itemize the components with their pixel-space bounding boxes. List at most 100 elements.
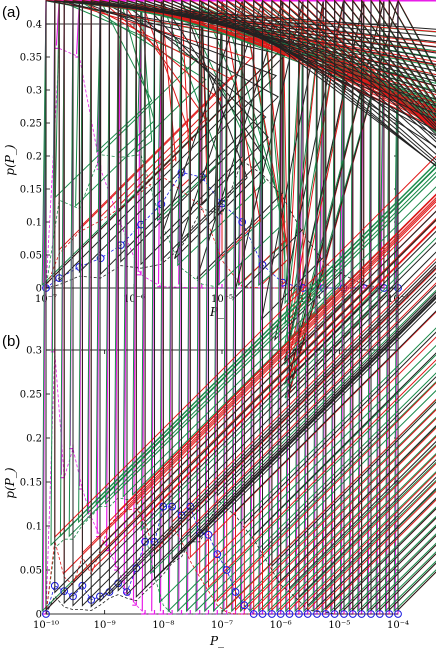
panel-b-triangle-up-point bbox=[243, 0, 436, 526]
panel-b-triangle-down-point bbox=[330, 0, 436, 613]
panel-b-triangle-up-point bbox=[370, 0, 436, 612]
panel-a-triangle-up-point bbox=[260, 0, 324, 321]
panel-b-circle-point bbox=[285, 610, 294, 618]
panel-b-circle-point bbox=[313, 610, 321, 618]
panel-a-triangle-down-point bbox=[284, 0, 344, 345]
panel-a-triangle-up-point bbox=[78, 0, 278, 274]
panel-b-series-triangle-up-line bbox=[45, 498, 398, 615]
panel-b-triangle-down-point bbox=[312, 0, 436, 613]
panel-a-triangle-down-point bbox=[284, 0, 324, 325]
panel-b-triangle-up-point bbox=[189, 0, 436, 540]
panel-b-triangle-up-point bbox=[397, 0, 436, 612]
panel-b-triangle-down-point bbox=[294, 0, 436, 613]
panel-b-triangle-up-point bbox=[298, 0, 436, 599]
panel-b-ytick-label: 0.3 bbox=[26, 346, 42, 357]
panel-b-triangle-up-point bbox=[388, 0, 436, 612]
panel-b-triangle-up-point bbox=[117, 0, 436, 592]
panel-b-xtick-label: 10⁻⁴ bbox=[387, 620, 409, 631]
panel-b-series-triangle-up bbox=[45, 0, 436, 615]
panel-b-triangle-up-point bbox=[343, 0, 436, 612]
panel-a-ytick-label: 0.35 bbox=[20, 53, 42, 64]
panel-a-ytick-label: 0.4 bbox=[26, 20, 42, 31]
panel-a-triangle-up-point bbox=[201, 0, 210, 206]
panel-b-xtick-label: 10⁻⁵ bbox=[328, 620, 350, 631]
panel-b-circle-point bbox=[204, 530, 213, 539]
panel-b-circle-point bbox=[231, 588, 240, 596]
panel-b-circle-point bbox=[258, 610, 267, 618]
panel-b-circle-point bbox=[303, 610, 312, 618]
panel-a-diamond-point bbox=[58, 0, 255, 251]
panel-a-xtick-label: 10⁻⁴ bbox=[299, 294, 321, 305]
panel-a-ytick-label: 0.15 bbox=[20, 185, 42, 196]
panel-b-triangle-down-point bbox=[384, 0, 436, 613]
panel-a-series-triangle-down-line bbox=[45, 154, 398, 289]
panel-b-series-diamond-line bbox=[45, 507, 398, 615]
panel-b-triangle-up-point bbox=[226, 0, 436, 506]
panel-b-triangle-up-point bbox=[234, 0, 436, 513]
panel-b-xlabel: P_ bbox=[209, 634, 224, 648]
panel-b-ytick-label: 0.15 bbox=[20, 478, 42, 489]
panel-b-xtick-label: 10⁻⁷ bbox=[211, 620, 233, 631]
panel-b-circle-point bbox=[276, 610, 285, 618]
panel-b-triangle-up-point bbox=[288, 0, 436, 590]
panel-a-triangle-down-point bbox=[177, 0, 266, 267]
panel-a-triangle-up-point bbox=[120, 0, 267, 263]
panel-b-circle-point bbox=[222, 566, 231, 574]
panel-b-triangle-down-point bbox=[357, 0, 436, 613]
panel-a-ytick-label: 0.05 bbox=[20, 251, 42, 262]
panel-b-ytick-label: 0.1 bbox=[26, 522, 42, 533]
panel-a-triangle-down-point bbox=[284, 0, 399, 399]
panel-b-series-circle-line bbox=[45, 505, 398, 615]
panel-b-triangle-down-point bbox=[258, 0, 436, 613]
panel-a-star-point bbox=[48, 0, 60, 49]
panel-a-circle-point bbox=[339, 284, 348, 292]
panel-b-triangle-up-point bbox=[216, 0, 436, 497]
panel-b-triangle-up-point bbox=[126, 0, 436, 596]
panel-b-triangle-up-point bbox=[45, 0, 436, 612]
panel-b-triangle-down-point bbox=[366, 0, 436, 613]
panel-a-xlabel: P_ bbox=[209, 305, 224, 319]
panel-a-ytick-label: 0.2 bbox=[26, 152, 42, 163]
panel-a-label: (a) bbox=[2, 4, 20, 21]
panel-b-triangle-down-point bbox=[276, 0, 436, 613]
panel-b-triangle-up-point bbox=[352, 0, 436, 612]
panel-a-triangle-up-point bbox=[213, 0, 223, 220]
panel-b-triangle-down-point bbox=[375, 0, 436, 613]
panel-b-triangle-up-point bbox=[280, 0, 436, 583]
panel-b-label: (b) bbox=[2, 333, 20, 350]
panel-a-ylabel: p(P_) bbox=[3, 144, 17, 175]
panel-a-ytick-label: 0.1 bbox=[26, 218, 42, 229]
panel-b-triangle-up-point bbox=[316, 0, 436, 609]
panel-b-circle-point bbox=[268, 610, 276, 618]
panel-a-triangle-up-point bbox=[160, 0, 243, 239]
panel-b-ytick-label: 0.05 bbox=[20, 566, 42, 577]
panel-b-circle-point bbox=[321, 610, 330, 618]
panel-b-triangle-down-point bbox=[267, 0, 436, 613]
panel-b-triangle-up-point bbox=[325, 0, 436, 610]
panel-b-ytick-label: 0 bbox=[36, 610, 42, 621]
panel-b-triangle-up-point bbox=[63, 0, 436, 605]
panel-b-circle-point bbox=[240, 601, 249, 610]
panel-b-triangle-up-point bbox=[180, 0, 436, 555]
panel-b-triangle-down-point bbox=[303, 0, 436, 613]
panel-a-circle-point bbox=[238, 218, 247, 226]
panel-b-ytick-label: 0.2 bbox=[26, 434, 42, 445]
panel-a-triangle-up-point bbox=[232, 0, 304, 301]
panel-a-series-triangle-up-line bbox=[45, 159, 398, 289]
panel-b-ylabel: p(P_) bbox=[3, 467, 17, 498]
panel-b-xtick-label: 10⁻¹⁰ bbox=[33, 620, 59, 631]
panel-b-ytick-label: 0.25 bbox=[20, 390, 42, 401]
panel-a-triangle-up-point bbox=[196, 0, 284, 280]
panel-a-star-point bbox=[96, 0, 170, 170]
panel-a-triangle-up-point bbox=[160, 0, 265, 262]
panel-b-triangle-up-point bbox=[361, 0, 436, 612]
panel-b-triangle-up-point bbox=[261, 0, 436, 552]
panel-b-triangle-up-point bbox=[108, 0, 436, 596]
panel-a-ytick-label: 0.25 bbox=[20, 119, 42, 130]
panel-b-triangle-down-point bbox=[131, 0, 436, 497]
panel-a-ytick-label: 0.3 bbox=[26, 86, 42, 97]
panel-b-triangle-down-point bbox=[285, 0, 436, 613]
panel-b-triangle-up-point bbox=[307, 0, 436, 607]
panel-b-xtick-label: 10⁻⁸ bbox=[152, 620, 174, 631]
